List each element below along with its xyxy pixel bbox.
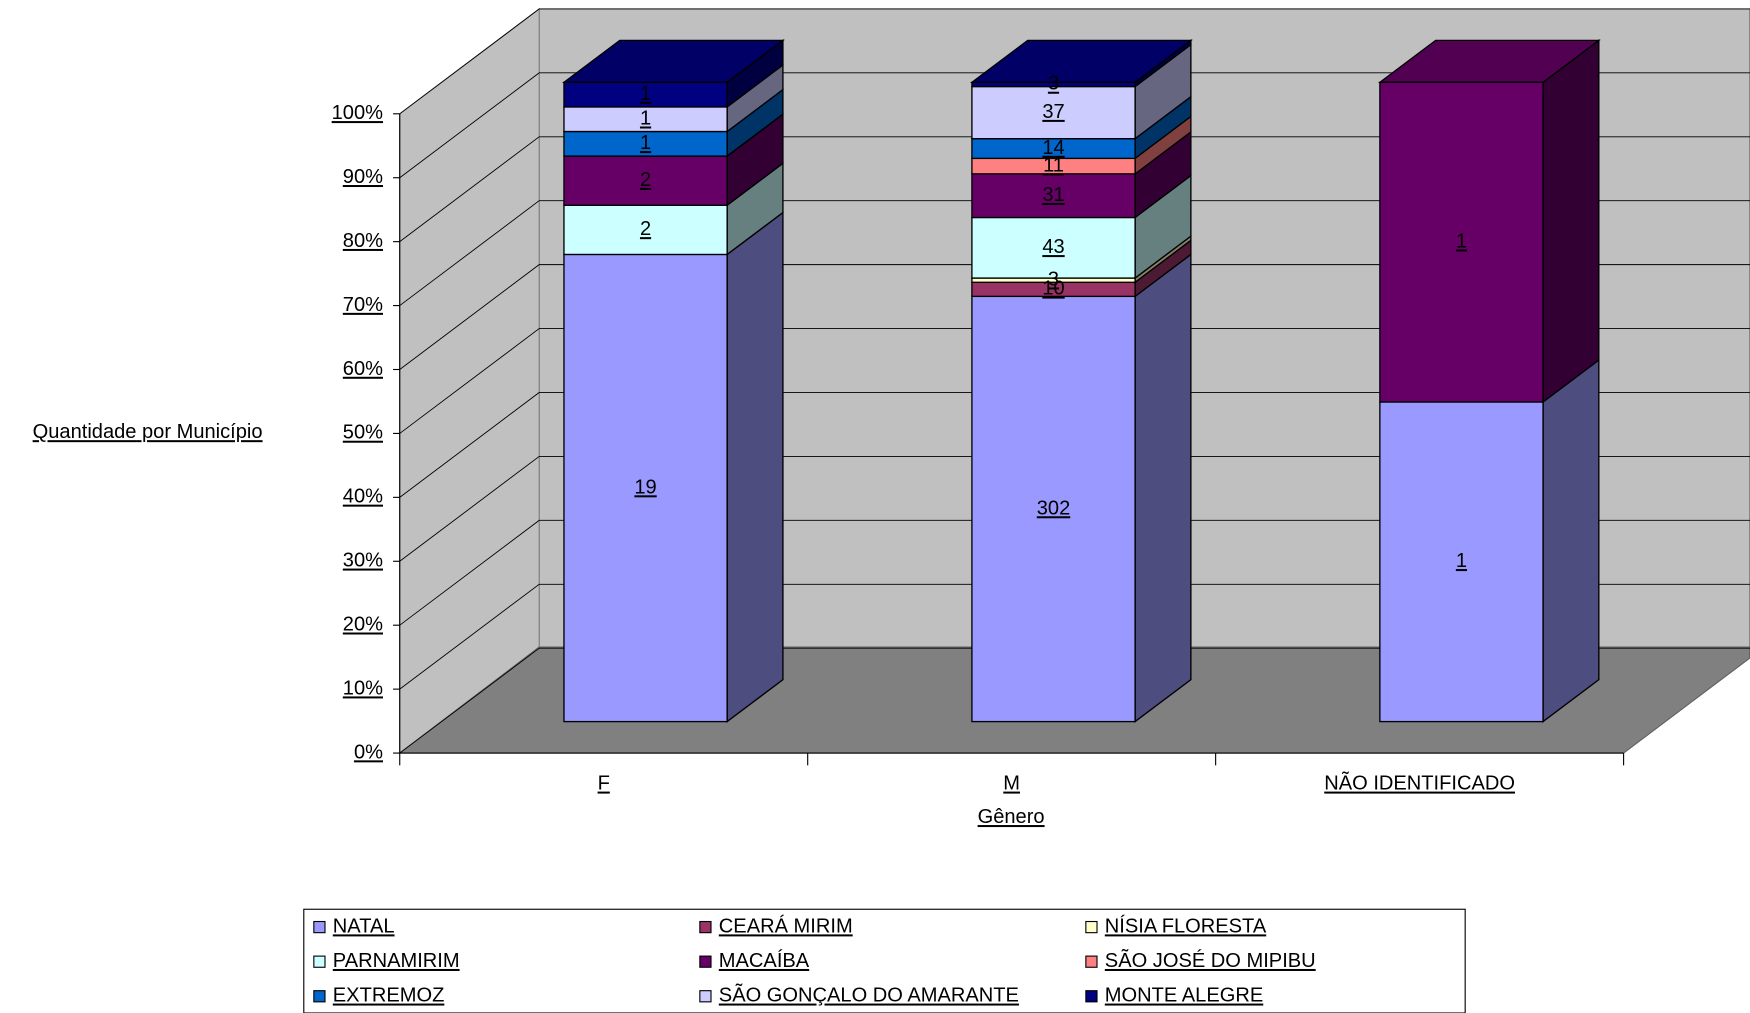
y-tick-label: 10% [343,677,383,699]
y-tick-label: 40% [343,486,383,508]
x-tick-label: NÃO IDENTIFICADO [1324,771,1515,795]
x-axis-title: Gênero [978,806,1045,828]
data-label: 302 [1037,497,1071,519]
bar [1379,401,1544,723]
grid-line [399,264,1750,370]
y-axis-title: Quantidade por Município [33,421,263,443]
y-tick-label: 80% [343,230,383,252]
data-label: 11 [1043,154,1064,176]
legend-label: CEARÁ MIRIM [719,914,853,937]
grid-line [399,583,1750,690]
grid-line [399,647,1750,754]
legend-label: NATAL [333,915,395,937]
data-label: 43 [1042,236,1064,258]
legend-label: EXTREMOZ [333,985,445,1007]
legend-items: NATAL CEARÁ MIRIM NÍSIA FLORESTA PARNAMIRIM… [313,914,1316,1007]
legend-swatch [313,920,326,934]
bar [563,155,728,206]
legend-swatch [699,920,712,934]
x-tick-label: M [1003,773,1020,795]
bar [563,253,728,723]
bar [971,173,1136,219]
bar [971,216,1136,279]
axes: 0% 10% 20% 30% 40% 50% 60% 70% 80% 90% 100% F M NÃO I… [332,102,1625,795]
data-label: 1 [1456,230,1467,252]
data-label: 3 [1048,73,1059,95]
y-tick-label: 0% [354,741,383,763]
bar [563,81,728,108]
legend-label: MACAÍBA [719,949,810,972]
data-label: 31 [1042,184,1064,206]
y-tick-label: 100% [332,102,383,124]
bar [971,85,1136,140]
y-tick-label: 90% [343,166,383,188]
legend-swatch [1085,990,1098,1003]
legend-label: NÍSIA FLORESTA [1105,914,1267,937]
grid-line [399,136,1750,243]
data-label: 10 [1042,278,1064,300]
grid-line [399,455,1750,562]
bar-side [726,211,784,723]
y-tick-label: 50% [343,422,383,444]
data-label: 1 [640,83,651,105]
data-label: 1 [640,108,651,130]
legend-label: SÃO GONÇALO DO AMARANTE [719,983,1019,1007]
bar-side [1542,39,1600,404]
legend-label: SÃO JOSÉ DO MIPIBU [1105,948,1316,972]
legend-swatch [1085,955,1098,968]
data-label: 14 [1042,137,1064,159]
bar [1379,81,1544,403]
y-tick-label: 60% [343,358,383,380]
legend-label: MONTE ALEGRE [1105,985,1263,1007]
y-tick-label: 70% [343,294,383,316]
legend-swatch [699,955,712,968]
bar-side [1134,253,1192,723]
bar [563,204,728,256]
data-label: 3 [1048,268,1059,290]
bar [563,130,728,157]
data-label: 1 [1456,550,1467,572]
legend-swatch [1085,920,1098,934]
bar [971,295,1136,723]
data-label: 2 [640,218,651,240]
grid-line [399,72,1750,179]
grid-line [399,200,1750,306]
grid-line [399,8,1750,115]
bar [971,81,1136,88]
data-label: 19 [634,476,656,498]
legend-swatch [313,990,326,1003]
grid-line [399,519,1750,626]
legend-swatch [313,955,326,968]
y-tick-label: 20% [343,614,383,636]
x-tick-label: F [598,773,610,795]
data-label: 1 [640,132,651,154]
data-label: 2 [640,169,651,191]
grid [399,8,1750,754]
grid-line [399,392,1750,498]
y-tick-label: 30% [343,550,383,572]
data-label: 37 [1042,101,1064,123]
bar-side [1542,358,1600,723]
legend-label: PARNAMIRIM [333,950,460,972]
grid-line [399,328,1750,434]
legend-swatch [699,990,712,1003]
legend [303,908,1466,1013]
